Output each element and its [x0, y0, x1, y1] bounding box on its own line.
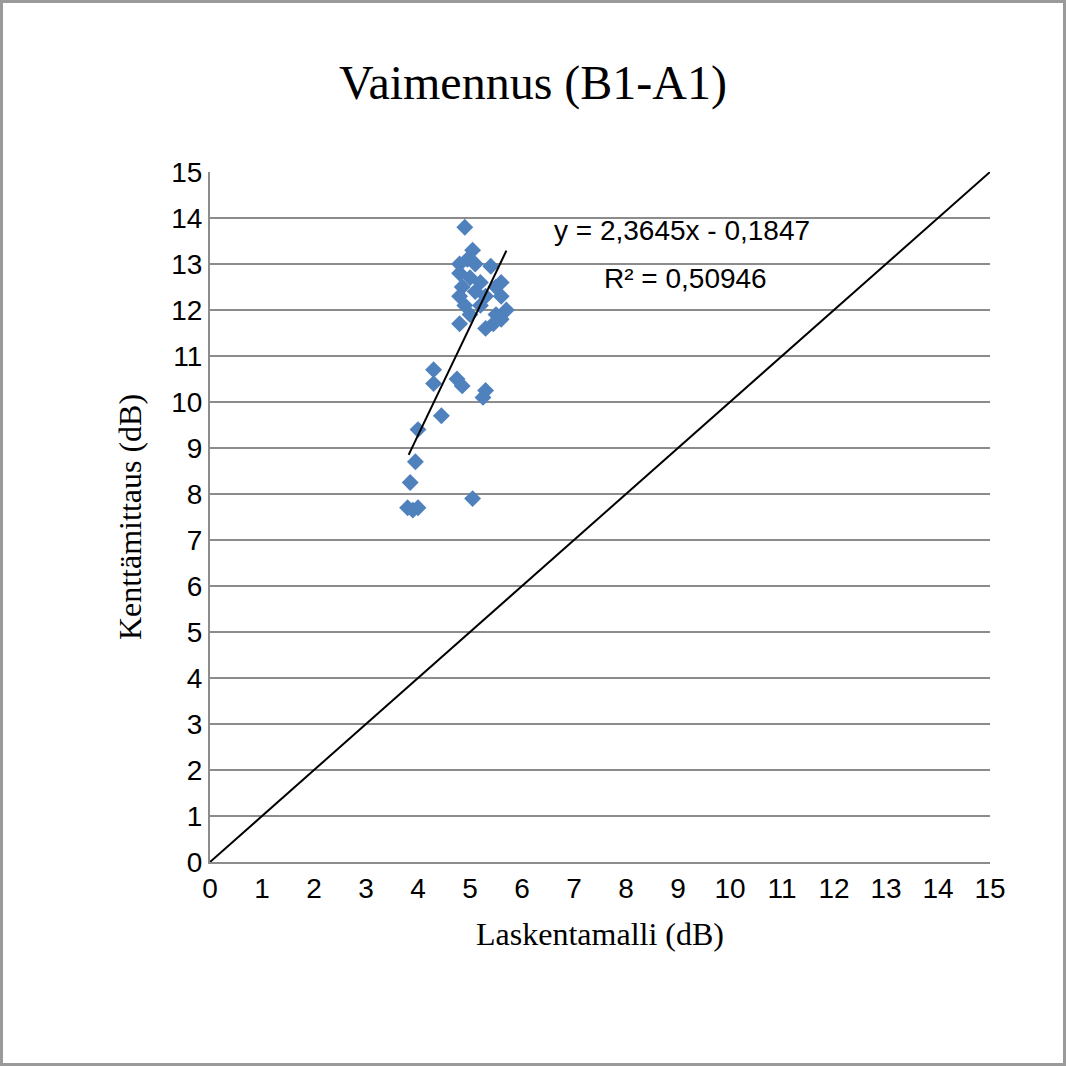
svg-text:13: 13 [870, 873, 901, 904]
svg-text:11: 11 [767, 873, 796, 904]
svg-text:3: 3 [187, 709, 203, 740]
svg-text:1: 1 [187, 801, 203, 832]
svg-text:14: 14 [922, 873, 953, 904]
svg-text:12: 12 [818, 873, 849, 904]
svg-text:7: 7 [187, 525, 203, 556]
svg-text:4: 4 [410, 873, 426, 904]
svg-text:1: 1 [254, 873, 270, 904]
svg-text:12: 12 [171, 295, 202, 326]
svg-text:14: 14 [171, 203, 202, 234]
svg-text:10: 10 [171, 387, 202, 418]
svg-text:5: 5 [187, 617, 203, 648]
svg-text:8: 8 [187, 479, 203, 510]
svg-text:8: 8 [618, 873, 634, 904]
svg-text:15: 15 [171, 157, 202, 188]
svg-text:6: 6 [187, 571, 203, 602]
svg-text:5: 5 [462, 873, 478, 904]
svg-text:9: 9 [187, 433, 203, 464]
svg-text:7: 7 [566, 873, 582, 904]
svg-text:10: 10 [714, 873, 745, 904]
svg-text:0: 0 [187, 847, 203, 878]
svg-text:9: 9 [670, 873, 686, 904]
svg-text:15: 15 [974, 873, 1005, 904]
svg-text:y = 2,3645x - 0,1847: y = 2,3645x - 0,1847 [554, 215, 810, 246]
svg-text:3: 3 [358, 873, 374, 904]
svg-text:Vaimennus (B1-A1): Vaimennus (B1-A1) [339, 56, 727, 110]
svg-text:R² = 0,50946: R² = 0,50946 [604, 263, 767, 294]
svg-text:4: 4 [187, 663, 203, 694]
svg-text:2: 2 [187, 755, 203, 786]
svg-text:13: 13 [171, 249, 202, 280]
svg-text:Kenttämittaus (dB): Kenttämittaus (dB) [112, 394, 148, 640]
svg-text:11: 11 [173, 341, 202, 372]
svg-text:2: 2 [306, 873, 322, 904]
svg-text:0: 0 [202, 873, 218, 904]
svg-text:6: 6 [514, 873, 530, 904]
svg-text:Laskentamalli (dB): Laskentamalli (dB) [476, 916, 724, 952]
